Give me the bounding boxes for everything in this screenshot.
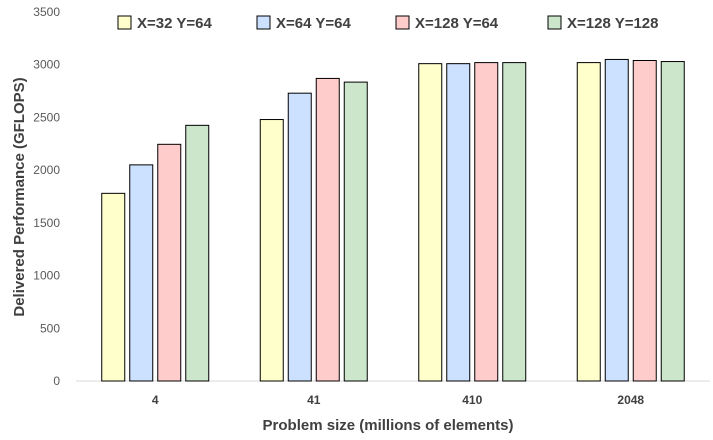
legend-label: X=64 Y=64 [276,15,351,32]
legend-label: X=128 Y=64 [415,15,499,32]
y-tick-label: 3500 [33,5,60,19]
y-tick-label: 3000 [33,58,60,72]
legend-swatch [256,15,271,30]
bar-410-series-1 [418,63,443,382]
y-tick-label: 1000 [33,269,60,283]
y-axis-ticks: 0 500 1000 1500 2000 2500 3000 3500 [33,5,60,388]
legend-swatch [547,15,562,30]
x-axis-ticks: 4 41 410 2048 [152,393,645,407]
x-axis-title: Problem size (millions of elements) [263,417,514,434]
x-tick-label: 41 [307,393,321,407]
bar-4-series-2 [129,164,154,382]
legend-label: X=128 Y=128 [567,15,658,32]
bar-2048-series-4 [660,61,685,382]
bar-4-series-1 [101,192,126,382]
x-tick-label: 410 [462,393,482,407]
bar-2048-series-2 [604,58,629,382]
bar-4-series-3 [157,143,182,382]
legend: X=32 Y=64 X=64 Y=64 X=128 Y=64 X=128 Y=128 [117,15,658,32]
y-tick-label: 500 [40,321,60,335]
bar-2048-series-3 [632,59,657,382]
legend-swatch [117,15,132,30]
bar-410-series-2 [446,63,471,382]
bar-41-series-3 [315,77,340,382]
bar-41-series-1 [259,119,284,382]
y-tick-label: 2500 [33,110,60,124]
y-tick-label: 0 [53,374,60,388]
bar-410-series-3 [474,62,499,382]
y-axis-title: Delivered Performance (GFLOPS) [11,77,28,316]
bar-4-series-4 [185,124,210,382]
bar-41-series-2 [287,92,312,382]
x-tick-label: 2048 [617,393,644,407]
bar-2048-series-1 [576,62,601,382]
y-tick-label: 1500 [33,216,60,230]
legend-swatch [395,15,410,30]
x-tick-label: 4 [152,393,159,407]
bars [101,58,685,382]
legend-label: X=32 Y=64 [137,15,212,32]
y-tick-label: 2000 [33,163,60,177]
bar-41-series-4 [343,81,368,382]
bar-410-series-4 [502,62,527,382]
